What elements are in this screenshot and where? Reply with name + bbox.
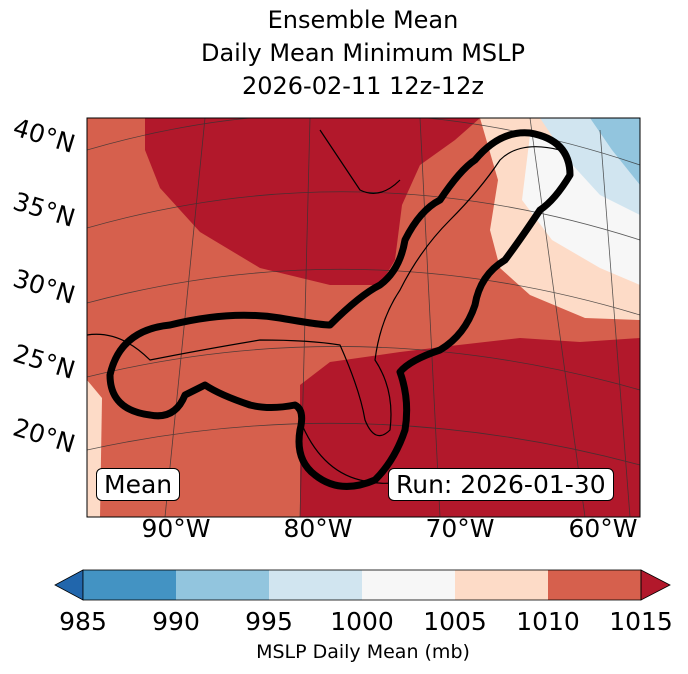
colorbar-label: MSLP Daily Mean (mb): [256, 641, 470, 663]
field-high-north: [145, 118, 480, 285]
title-line1: Ensemble Mean: [267, 6, 459, 34]
map-frame: [86, 117, 641, 518]
colorbar-arrow-high: [640, 569, 671, 601]
colorbar-tick: 1015: [609, 607, 673, 636]
colorbar-arrow-low: [54, 569, 84, 601]
colorbar-tick: 985: [59, 607, 107, 636]
run-label: Run: 2026-01-30: [388, 468, 614, 501]
lon-label: 80°W: [283, 514, 353, 543]
lon-label: 90°W: [141, 514, 211, 543]
title-line2: Daily Mean Minimum MSLP: [200, 39, 525, 67]
colorbar-bin: [455, 570, 548, 600]
graticule: [87, 118, 640, 517]
colorbar: [54, 569, 671, 601]
colorbar-bin: [362, 570, 455, 600]
mean-label: Mean: [96, 468, 181, 501]
colorbar-bin: [548, 570, 641, 600]
colorbar-tick: 1000: [330, 607, 394, 636]
threshold-contour: [106, 129, 574, 490]
lon-label: 70°W: [425, 514, 495, 543]
colorbar-tick: 990: [152, 607, 200, 636]
colorbar-bin: [83, 570, 176, 600]
colorbar-tick: 1010: [516, 607, 580, 636]
colorbar-bin: [176, 570, 269, 600]
colorbar-bin: [269, 570, 362, 600]
lon-label: 60°W: [568, 514, 638, 543]
field-blue: [590, 118, 640, 185]
colorbar-tick: 995: [245, 607, 293, 636]
title-line3: 2026-02-11 12z-12z: [241, 72, 485, 100]
colorbar-tick: 1005: [423, 607, 487, 636]
